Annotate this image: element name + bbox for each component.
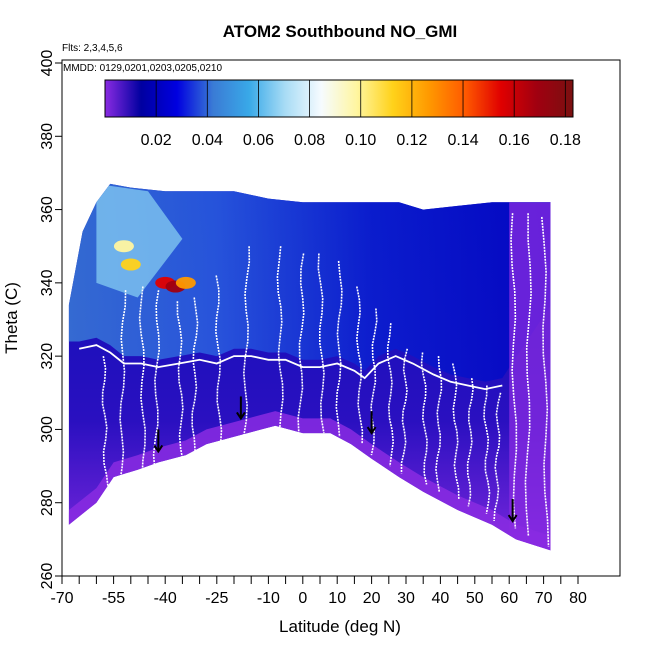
- y-tick-label: 280: [39, 489, 56, 516]
- y-tick-label: 320: [39, 343, 56, 370]
- profile-line: [386, 323, 395, 467]
- profile-line: [493, 392, 502, 522]
- colorbar-tick-label: 0.06: [243, 132, 274, 149]
- down-arrow: [507, 499, 518, 523]
- plume-band: [96, 183, 183, 298]
- x-tick-label: 30: [397, 590, 415, 607]
- colorbar-tick-label: 0.08: [294, 132, 325, 149]
- x-tick-label: 70: [535, 590, 553, 607]
- x-axis-label: Latitude (deg N): [279, 617, 401, 636]
- dates-annotation: MMDD: 0129,0201,0203,0205,0210: [63, 63, 222, 74]
- y-tick-label: 400: [39, 50, 56, 77]
- x-tick-label: 80: [569, 590, 587, 607]
- hotspots: [113, 240, 196, 293]
- arrow-head: [366, 426, 377, 435]
- y-tick-label: 260: [39, 563, 56, 590]
- x-tick-label: 0: [298, 590, 307, 607]
- chart-title: ATOM2 Southbound NO_GMI: [223, 22, 458, 41]
- profile-line: [276, 246, 284, 430]
- hotspot: [113, 240, 134, 253]
- profile-line: [510, 213, 518, 529]
- colorbar-tick-label: 0.14: [447, 132, 478, 149]
- y-tick-label: 300: [39, 416, 56, 443]
- tropopause-line: [79, 344, 503, 391]
- colorbar-tick-label: 0.04: [192, 132, 223, 149]
- profile-lines: [101, 213, 550, 547]
- colorbar-tick-label: 0.02: [141, 132, 172, 149]
- profile-line: [400, 348, 409, 474]
- profile-line: [191, 297, 199, 452]
- x-tick-label: 20: [363, 590, 381, 607]
- profile-line: [297, 253, 305, 434]
- profile-line: [483, 385, 491, 514]
- colorbar: 0.02 0.04 0.06 0.08 0.10 0.12 0.14 0.16 0.18: [104, 79, 581, 149]
- x-tick-label: 40: [432, 590, 450, 607]
- profile-line: [214, 275, 223, 445]
- x-tick-label: -55: [102, 590, 125, 607]
- arrow-head: [236, 411, 246, 421]
- y-axis: 260 280 300 320 340 360 380 400: [39, 50, 62, 590]
- x-tick-label: -25: [205, 590, 228, 607]
- profile-line: [152, 290, 161, 470]
- profile-line: [355, 286, 364, 445]
- profile-line: [466, 377, 474, 507]
- x-tick-label: 60: [500, 590, 518, 607]
- hotspot: [120, 258, 141, 271]
- profile-line: [317, 253, 325, 434]
- flights-annotation: Flts: 2,3,4,5,6: [62, 43, 123, 54]
- down-arrow: [236, 396, 246, 421]
- x-tick-label: -70: [50, 590, 73, 607]
- profile-line: [335, 260, 343, 437]
- profile-line: [541, 216, 550, 547]
- colorbar-ticks: 0.02 0.04 0.06 0.08 0.10 0.12 0.14 0.16 0.18: [141, 80, 581, 149]
- profile-line: [101, 355, 109, 500]
- down-arrow: [153, 429, 164, 454]
- x-tick-label: 10: [328, 590, 346, 607]
- arrow-head: [507, 514, 518, 523]
- x-tick-label: -10: [257, 590, 280, 607]
- tropopause-trace: [79, 344, 503, 391]
- colorbar-tick-label: 0.16: [499, 132, 530, 149]
- hotspot: [175, 276, 196, 289]
- y-tick-label: 380: [39, 123, 56, 150]
- profile-line: [176, 301, 185, 463]
- profile-line: [242, 246, 251, 437]
- profile-line: [118, 290, 127, 485]
- arrow-head: [153, 444, 164, 454]
- down-arrow: [366, 411, 377, 435]
- colorbar-tick-label: 0.10: [345, 132, 376, 149]
- colorbar-rect: [104, 79, 574, 118]
- colorbar-tick-label: 0.18: [550, 132, 581, 149]
- y-tick-label: 340: [39, 269, 56, 296]
- x-axis: -70 -55 -40 -25 -10 0 10 20 30 40 50 60 70 80: [50, 575, 587, 607]
- x-tick-label: 50: [466, 590, 484, 607]
- profile-line: [420, 352, 428, 485]
- arrows: [153, 396, 518, 523]
- y-axis-label: Theta (C): [2, 282, 21, 354]
- y-tick-label: 360: [39, 196, 56, 223]
- profile-line: [138, 286, 147, 478]
- profile-line: [451, 363, 460, 500]
- north-edge-band: [509, 202, 551, 547]
- colorbar-tick-label: 0.12: [396, 132, 427, 149]
- x-tick-label: -40: [154, 590, 177, 607]
